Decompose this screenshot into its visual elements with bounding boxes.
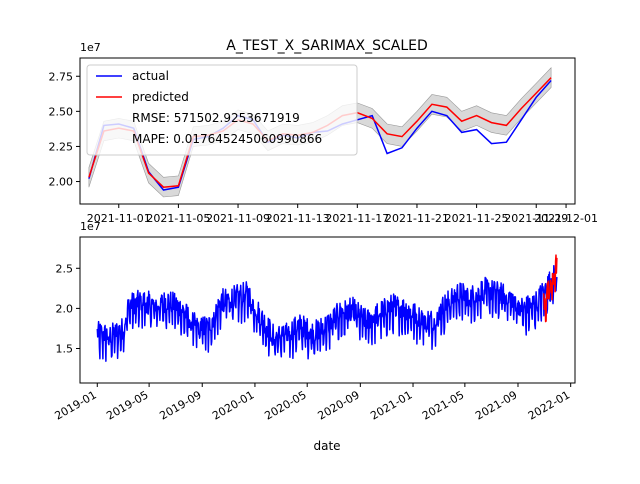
top-legend: actual predicted RMSE: 571502.9253671919… [86, 64, 358, 156]
legend-actual-label: actual [132, 69, 169, 83]
top-x-tick-label: 2021-11-13 [266, 212, 330, 225]
bottom-series-group [96, 254, 558, 362]
bottom-axes-frame [79, 236, 576, 384]
top-x-tick-label: 2021-11-01 [87, 212, 151, 225]
bottom-y-axis: 1.5 2.0 2.5 [56, 262, 80, 356]
bottom-series-predicted-line [542, 254, 558, 323]
top-x-axis: 2021-11-012021-11-052021-11-092021-11-13… [87, 204, 598, 225]
bottom-x-axis-label: date [313, 439, 340, 453]
top-x-tick-label: 2021-11-09 [206, 212, 270, 225]
top-axes-frame [79, 57, 576, 205]
mape-annotation: MAPE: 0.017645245060990866 [132, 132, 322, 146]
bottom-series-actual-line [96, 264, 558, 362]
bottom-y-tick-label: 1.5 [56, 343, 74, 356]
top-y-tick-label: 2.00 [49, 176, 74, 189]
rmse-annotation: RMSE: 571502.9253671919 [132, 111, 300, 125]
top-chart-title: A_TEST_X_SARIMAX_SCALED [226, 38, 428, 54]
top-y-axis: 2.00 2.25 2.50 2.75 [49, 70, 80, 189]
legend-predicted-label: predicted [132, 90, 189, 104]
top-x-tick-label: 2021-12-01 [534, 212, 598, 225]
top-x-tick-label: 2021-11-17 [325, 212, 389, 225]
top-y-tick-label: 2.50 [49, 105, 74, 118]
top-x-tick-label: 2021-11-29 [504, 212, 568, 225]
top-y-tick-label: 2.75 [49, 70, 74, 83]
top-y-tick-label: 2.25 [49, 140, 74, 153]
top-x-tick-label: 2021-11-21 [385, 212, 449, 225]
top-scale-label: 1e7 [80, 41, 101, 54]
bottom-y-tick-label: 2.5 [56, 262, 74, 275]
top-x-tick-label: 2021-11-05 [146, 212, 210, 225]
top-x-tick-label: 2021-11-25 [445, 212, 509, 225]
legend-box [86, 64, 358, 156]
bottom-y-tick-label: 2.0 [56, 302, 74, 315]
bottom-scale-label: 1e7 [80, 220, 101, 233]
